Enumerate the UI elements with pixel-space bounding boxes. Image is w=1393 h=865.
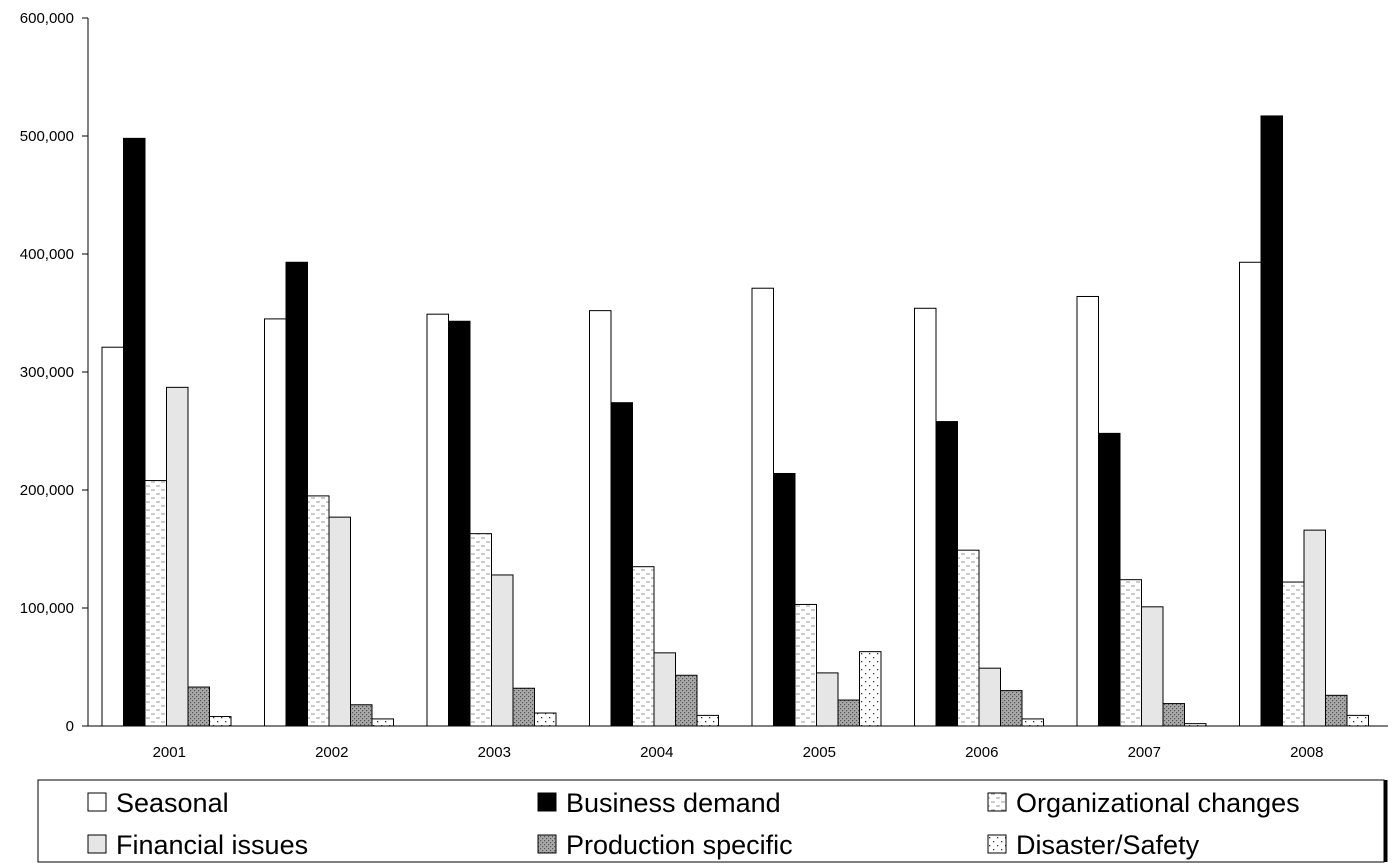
chart-axes: 0 100,000 200,000 300,000 400,000 500,000 600,… xyxy=(20,10,1388,735)
legend-box xyxy=(37,779,1385,863)
bar-production-specific-2006 xyxy=(1000,690,1023,727)
bar-financial-issues-2004 xyxy=(653,652,676,727)
bar-organizational-changes-2001 xyxy=(144,480,167,727)
bar-business-demand-2005 xyxy=(773,472,796,727)
bar-production-specific-2008 xyxy=(1325,694,1348,727)
bar-business-demand-2001 xyxy=(123,137,146,727)
bar-seasonal-2006 xyxy=(914,307,937,727)
bar-seasonal-2002 xyxy=(264,318,287,727)
bar-production-specific-2002 xyxy=(350,704,373,727)
bar-seasonal-2005 xyxy=(751,287,774,727)
legend-swatch xyxy=(87,792,107,812)
legend-swatch xyxy=(87,834,107,854)
bar-production-specific-2001 xyxy=(187,686,210,727)
x-tick-label: 2003 xyxy=(478,744,511,761)
legend-label: Business demand xyxy=(566,788,781,818)
bar-disaster-safety-2005 xyxy=(859,651,882,727)
bar-seasonal-2008 xyxy=(1239,261,1262,727)
bar-production-specific-2005 xyxy=(837,699,860,727)
y-tick-label: 200,000 xyxy=(20,482,74,499)
bar-business-demand-2006 xyxy=(935,421,958,727)
bar-organizational-changes-2008 xyxy=(1282,581,1305,727)
bar-organizational-changes-2003 xyxy=(469,533,492,727)
bar-business-demand-2008 xyxy=(1260,115,1283,727)
bar-organizational-changes-2002 xyxy=(307,495,330,727)
x-tick-label: 2007 xyxy=(1128,744,1161,761)
bar-business-demand-2003 xyxy=(448,320,471,727)
x-tick-label: 2005 xyxy=(803,744,836,761)
bar-disaster-safety-2002 xyxy=(371,718,394,727)
bar-production-specific-2003 xyxy=(512,687,535,727)
bar-seasonal-2001 xyxy=(101,346,124,727)
bar-seasonal-2004 xyxy=(589,310,612,727)
bar-financial-issues-2003 xyxy=(491,574,514,727)
legend-swatch xyxy=(537,792,557,812)
bar-seasonal-2007 xyxy=(1076,295,1099,727)
legend-label: Financial issues xyxy=(116,830,308,860)
x-tick-label: 2006 xyxy=(965,744,998,761)
bar-production-specific-2004 xyxy=(675,674,698,727)
bar-organizational-changes-2005 xyxy=(794,603,817,727)
y-tick-label: 600,000 xyxy=(20,10,74,27)
legend-label: Disaster/Safety xyxy=(1016,830,1200,860)
y-tick-label: 0 xyxy=(66,718,74,735)
y-tick-label: 500,000 xyxy=(20,128,74,145)
bar-business-demand-2004 xyxy=(610,402,633,727)
x-tick-label: 2002 xyxy=(315,744,348,761)
bar-organizational-changes-2006 xyxy=(957,549,980,727)
bar-disaster-safety-2007 xyxy=(1184,723,1207,727)
category-labels: 2001 2002 2003 2004 2005 2006 2007 2008 xyxy=(153,744,1324,761)
legend-label: Seasonal xyxy=(116,788,229,818)
x-tick-label: 2008 xyxy=(1290,744,1323,761)
bar-financial-issues-2005 xyxy=(816,672,839,727)
chart-bars xyxy=(101,115,1369,727)
bar-business-demand-2002 xyxy=(285,261,308,727)
bar-financial-issues-2001 xyxy=(166,386,189,727)
bar-organizational-changes-2007 xyxy=(1119,579,1142,727)
legend-label: Organizational changes xyxy=(1016,788,1300,818)
bar-financial-issues-2006 xyxy=(978,667,1001,727)
legend-swatch xyxy=(987,834,1007,854)
bar-disaster-safety-2004 xyxy=(696,714,719,727)
bar-seasonal-2003 xyxy=(426,313,449,727)
y-tick-label: 300,000 xyxy=(20,364,74,381)
bar-organizational-changes-2004 xyxy=(632,566,655,727)
y-tick-label: 100,000 xyxy=(20,600,74,617)
bar-production-specific-2007 xyxy=(1162,703,1185,727)
x-tick-label: 2004 xyxy=(640,744,673,761)
bar-financial-issues-2007 xyxy=(1141,606,1164,727)
legend-label: Production specific xyxy=(566,830,793,860)
bar-disaster-safety-2003 xyxy=(534,712,557,727)
x-tick-label: 2001 xyxy=(153,744,186,761)
legend-swatch xyxy=(987,792,1007,812)
bar-disaster-safety-2006 xyxy=(1021,718,1044,727)
bar-financial-issues-2002 xyxy=(328,516,351,727)
legend: Seasonal Business demand Organizational ch… xyxy=(37,779,1388,863)
bar-disaster-safety-2001 xyxy=(209,716,232,727)
bar-business-demand-2007 xyxy=(1098,432,1121,727)
bar-disaster-safety-2008 xyxy=(1346,714,1369,727)
bar-financial-issues-2008 xyxy=(1303,529,1326,727)
y-tick-label: 400,000 xyxy=(20,246,74,263)
legend-swatch xyxy=(537,834,557,854)
